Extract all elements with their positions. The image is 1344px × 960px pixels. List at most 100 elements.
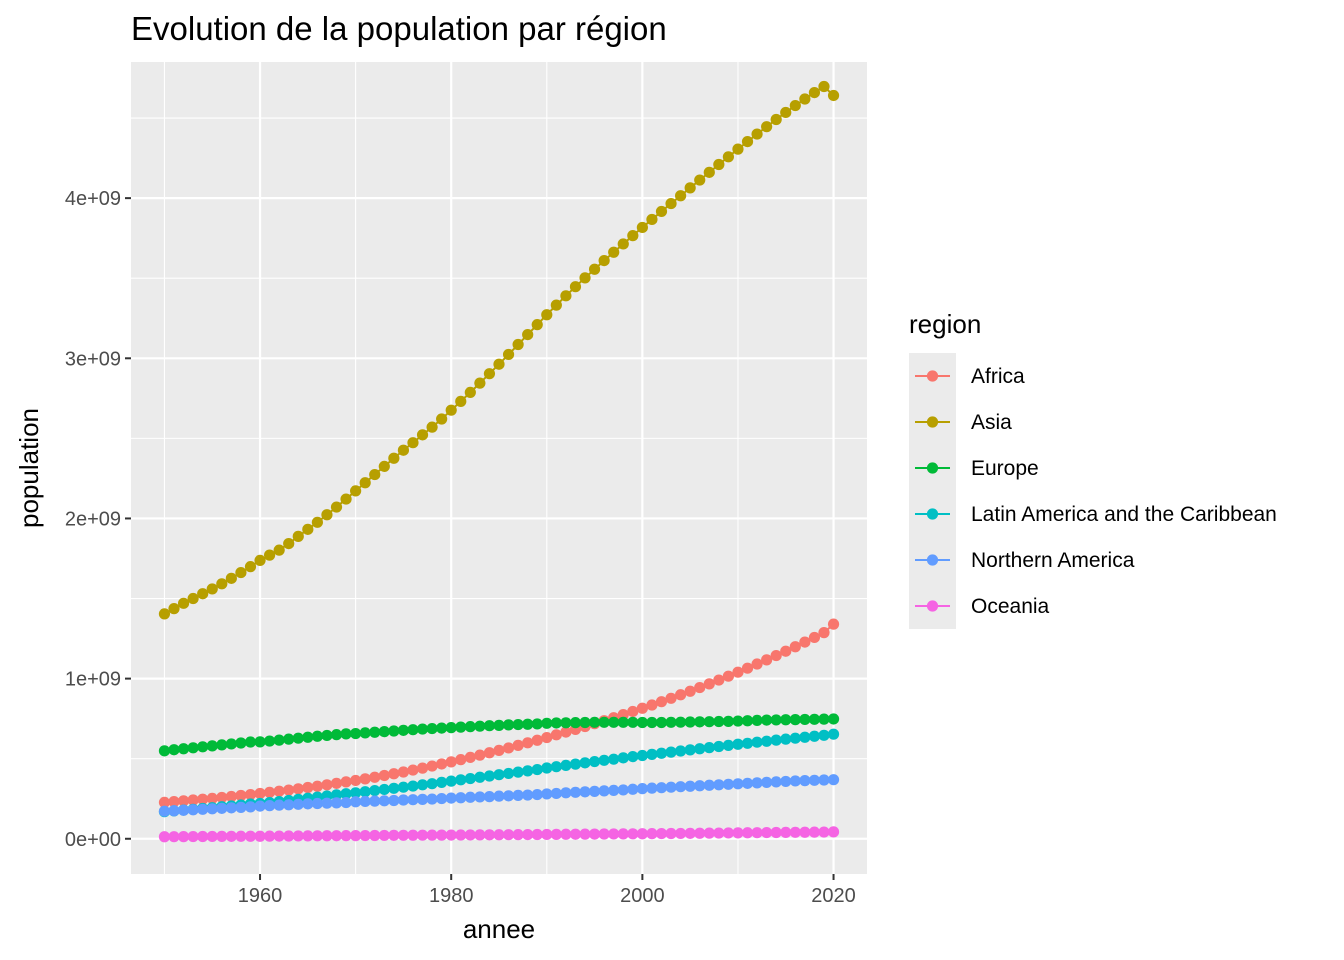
- data-point-africa: [311, 780, 323, 792]
- data-point-northern-america: [722, 778, 735, 790]
- data-point-latin-america-and-the-caribbean: [531, 763, 543, 776]
- y-tick-label: 4e+09: [65, 188, 121, 210]
- data-point-europe: [340, 728, 352, 740]
- data-point-northern-america: [177, 804, 190, 816]
- data-point-latin-america-and-the-caribbean: [780, 733, 792, 745]
- data-point-northern-america: [684, 780, 696, 792]
- data-point-africa: [340, 776, 352, 788]
- data-point-europe: [216, 739, 228, 751]
- data-point-latin-america-and-the-caribbean: [340, 788, 352, 800]
- data-point-latin-america-and-the-caribbean: [741, 737, 754, 749]
- data-point-latin-america-and-the-caribbean: [350, 787, 362, 799]
- data-point-northern-america: [675, 781, 687, 793]
- data-point-europe: [455, 721, 467, 733]
- data-point-northern-america: [464, 791, 476, 803]
- data-point-europe: [522, 718, 534, 730]
- data-point-oceania: [588, 828, 601, 840]
- legend-item-asia: Asia: [915, 411, 1012, 434]
- legend-items: Africa Asia Europe Latin America and the Ca…: [915, 365, 1277, 618]
- data-point-africa: [531, 734, 543, 746]
- data-point-oceania: [827, 826, 840, 838]
- data-point-africa: [464, 751, 476, 764]
- data-point-asia: [416, 429, 429, 441]
- data-point-africa: [187, 794, 199, 806]
- data-point-latin-america-and-the-caribbean: [522, 765, 534, 777]
- data-point-oceania: [350, 830, 362, 842]
- data-point-northern-america: [780, 775, 792, 788]
- data-point-northern-america: [264, 800, 276, 812]
- data-point-africa: [732, 666, 744, 678]
- data-point-africa: [254, 787, 266, 800]
- data-point-northern-america: [627, 783, 639, 795]
- data-point-africa: [713, 674, 725, 686]
- data-point-northern-america: [751, 777, 763, 789]
- data-point-asia: [780, 106, 792, 119]
- data-point-latin-america-and-the-caribbean: [397, 781, 410, 793]
- data-point-northern-america: [560, 787, 572, 799]
- legend-item-latin-america-and-the-caribbean: Latin America and the Caribbean: [915, 503, 1277, 526]
- data-point-asia: [675, 190, 687, 202]
- data-point-europe: [560, 717, 572, 729]
- data-point-europe: [808, 713, 821, 725]
- data-point-oceania: [732, 827, 744, 839]
- data-point-northern-america: [445, 792, 457, 804]
- data-point-oceania: [646, 828, 658, 840]
- data-point-europe: [713, 715, 725, 728]
- data-point-oceania: [311, 830, 323, 842]
- data-point-latin-america-and-the-caribbean: [799, 731, 811, 743]
- data-point-africa: [388, 768, 400, 780]
- data-point-latin-america-and-the-caribbean: [675, 745, 687, 757]
- data-point-europe: [283, 733, 295, 745]
- legend-item-africa: Africa: [915, 365, 1025, 388]
- data-point-oceania: [608, 828, 620, 840]
- data-point-latin-america-and-the-caribbean: [436, 776, 448, 788]
- data-point-africa: [789, 641, 801, 653]
- data-point-europe: [416, 723, 429, 735]
- data-point-europe: [761, 714, 773, 726]
- data-point-oceania: [436, 829, 448, 841]
- data-point-asia: [522, 328, 534, 341]
- data-point-europe: [426, 722, 438, 735]
- data-point-latin-america-and-the-caribbean: [416, 779, 429, 791]
- data-point-oceania: [560, 828, 572, 840]
- data-point-europe: [751, 714, 763, 727]
- data-point-asia: [541, 309, 553, 321]
- data-point-latin-america-and-the-caribbean: [550, 761, 562, 773]
- data-point-africa: [550, 729, 562, 741]
- data-point-africa: [302, 781, 314, 794]
- data-point-europe: [703, 716, 715, 728]
- data-point-africa: [541, 731, 553, 744]
- data-point-latin-america-and-the-caribbean: [761, 735, 773, 747]
- data-point-europe: [235, 737, 247, 749]
- data-point-africa: [244, 788, 257, 801]
- data-point-asia: [177, 597, 190, 609]
- data-point-asia: [302, 523, 314, 535]
- data-point-northern-america: [292, 798, 304, 810]
- data-point-northern-america: [703, 779, 715, 791]
- data-point-oceania: [321, 830, 333, 842]
- data-point-europe: [675, 716, 687, 728]
- data-point-asia: [436, 413, 448, 425]
- data-point-oceania: [522, 828, 534, 841]
- data-point-latin-america-and-the-caribbean: [474, 771, 486, 783]
- data-point-asia: [330, 501, 343, 513]
- data-point-europe: [531, 718, 543, 730]
- data-point-asia: [560, 290, 572, 302]
- data-point-africa: [493, 744, 505, 756]
- data-point-oceania: [359, 829, 371, 842]
- legend-item-oceania: Oceania: [915, 595, 1050, 618]
- legend-key-point-latin-america-and-the-caribbean: [926, 508, 939, 520]
- data-point-latin-america-and-the-caribbean: [369, 784, 381, 797]
- data-point-africa: [283, 784, 295, 796]
- data-point-latin-america-and-the-caribbean: [464, 772, 476, 785]
- data-point-asia: [694, 174, 706, 186]
- data-point-africa: [636, 702, 648, 714]
- data-point-asia: [646, 213, 658, 226]
- data-point-asia: [588, 263, 601, 275]
- data-point-oceania: [818, 826, 830, 838]
- data-point-oceania: [799, 826, 811, 838]
- data-point-asia: [350, 485, 362, 497]
- data-point-europe: [445, 722, 457, 734]
- data-point-europe: [598, 716, 610, 728]
- data-point-europe: [770, 714, 782, 726]
